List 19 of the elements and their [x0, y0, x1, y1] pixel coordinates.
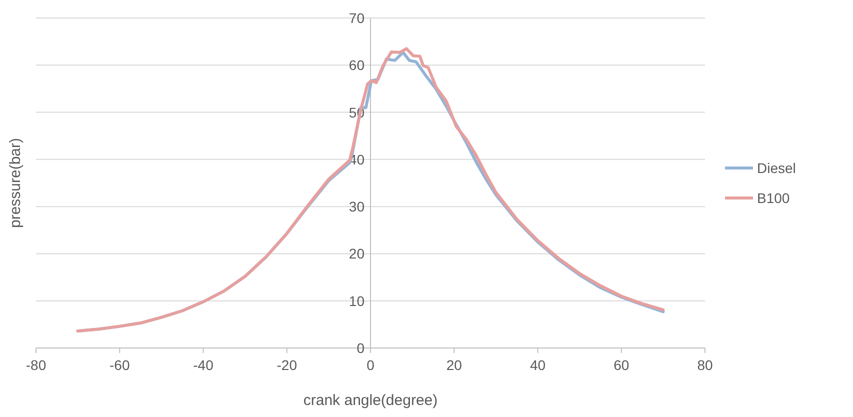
x-tick-label: -40	[193, 357, 214, 373]
y-tick-label: 0	[356, 340, 365, 356]
legend-label: Diesel	[757, 160, 796, 176]
y-tick-label: 60	[348, 57, 365, 74]
x-tick-label: -20	[276, 357, 298, 373]
x-tick-label: -80	[26, 357, 46, 373]
y-tick-label: 20	[348, 246, 365, 262]
y-tick-label: 30	[348, 198, 365, 215]
legend-label: B100	[757, 190, 790, 206]
y-axis-title: pressure(bar)	[7, 138, 24, 228]
x-axis-title: crank angle(degree)	[303, 392, 438, 409]
x-tick-label: 0	[366, 357, 375, 373]
x-tick-label: 40	[530, 357, 546, 373]
x-tick-label: 60	[614, 357, 630, 373]
x-tick-label: -60	[110, 357, 130, 373]
y-tick-label: 10	[348, 292, 365, 309]
y-tick-label: 70	[348, 10, 365, 26]
x-tick-label: 80	[697, 357, 713, 373]
x-tick-label: 20	[446, 357, 462, 373]
